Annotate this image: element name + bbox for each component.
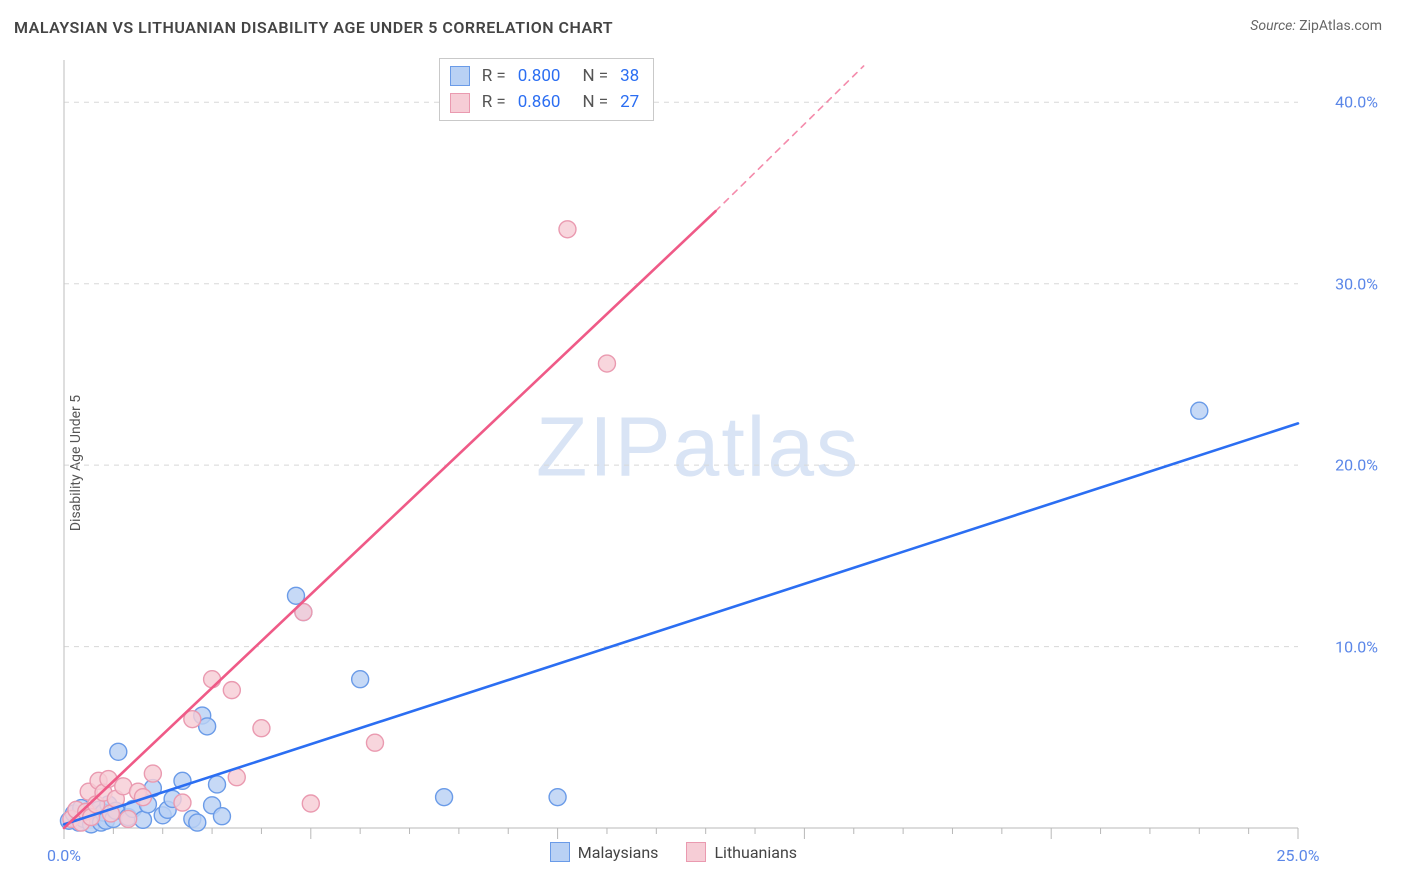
legend-label: Malaysians — [578, 843, 659, 862]
y-tick-label: 30.0% — [1335, 274, 1378, 293]
series-swatch-icon — [450, 66, 470, 86]
chart-title: MALAYSIAN VS LITHUANIAN DISABILITY AGE U… — [14, 18, 613, 37]
x-tick-label: 0.0% — [47, 846, 81, 865]
y-tick-label: 10.0% — [1335, 637, 1378, 656]
stats-row: R = 0.800 N = 38 — [450, 63, 640, 89]
series-swatch-icon — [450, 93, 470, 113]
r-label: R = — [482, 89, 506, 115]
x-axis-legend: Malaysians Lithuanians — [550, 842, 797, 862]
legend-swatch-icon — [686, 842, 706, 862]
scatter-plot — [50, 52, 1382, 874]
r-value: 0.800 — [518, 63, 561, 89]
r-label: R = — [482, 63, 506, 89]
legend-label: Lithuanians — [714, 843, 797, 862]
n-label: N = — [582, 63, 608, 89]
n-value: 38 — [620, 63, 639, 89]
y-tick-label: 20.0% — [1335, 456, 1378, 475]
stats-row: R = 0.860 N = 27 — [450, 89, 640, 115]
y-tick-label: 40.0% — [1335, 93, 1378, 112]
source-label: Source: — [1250, 18, 1295, 34]
source-value: ZipAtlas.com — [1299, 18, 1382, 34]
chart-header: MALAYSIAN VS LITHUANIAN DISABILITY AGE U… — [0, 0, 1406, 37]
n-label: N = — [582, 89, 608, 115]
r-value: 0.860 — [518, 89, 561, 115]
n-value: 27 — [620, 89, 639, 115]
legend-item: Malaysians — [550, 842, 659, 862]
legend-item: Lithuanians — [686, 842, 797, 862]
legend-swatch-icon — [550, 842, 570, 862]
correlation-stats-box: R = 0.800 N = 38 R = 0.860 N = 27 — [439, 58, 655, 121]
source-attribution: Source: ZipAtlas.com — [1250, 18, 1382, 34]
chart-area: Disability Age Under 5 ZIPatlas R =0.800… — [14, 52, 1382, 874]
x-tick-label: 25.0% — [1277, 846, 1320, 865]
